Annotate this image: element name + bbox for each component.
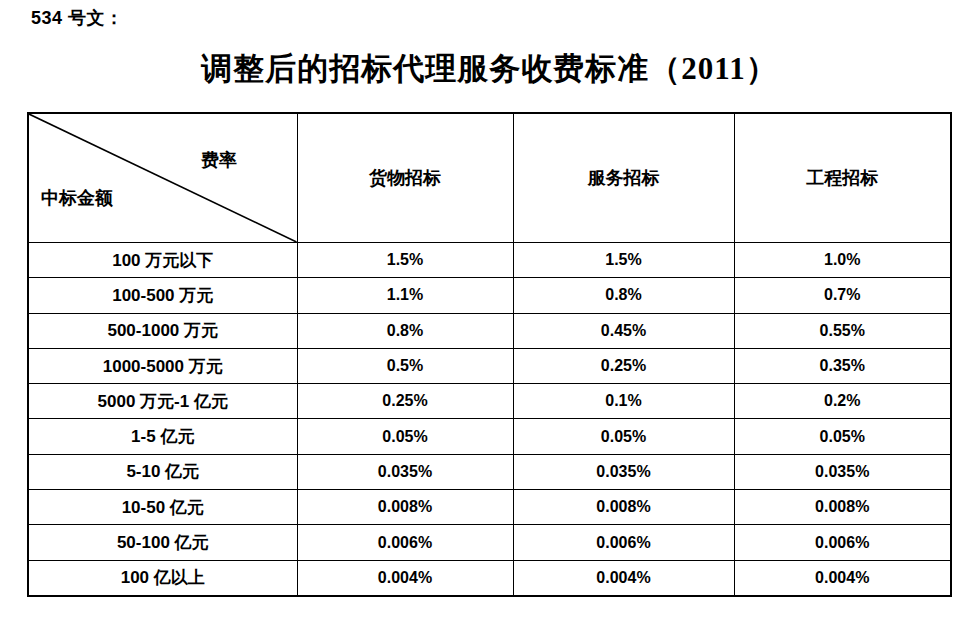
fee-value: 1.5% bbox=[513, 243, 734, 278]
row-label: 1000-5000 万元 bbox=[28, 348, 297, 383]
fee-value: 0.008% bbox=[513, 490, 734, 525]
table-row: 1000-5000 万元0.5%0.25%0.35% bbox=[28, 348, 951, 383]
row-label: 5000 万元-1 亿元 bbox=[28, 384, 297, 419]
fee-value: 0.35% bbox=[734, 348, 951, 383]
fee-value: 0.25% bbox=[297, 384, 513, 419]
fee-value: 0.7% bbox=[734, 278, 951, 313]
fee-value: 0.1% bbox=[513, 384, 734, 419]
fee-value: 0.05% bbox=[297, 419, 513, 454]
fee-value: 0.008% bbox=[297, 490, 513, 525]
fee-value: 0.45% bbox=[513, 313, 734, 348]
fee-value: 0.5% bbox=[297, 348, 513, 383]
table-header: 费率 中标金额 货物招标 服务招标 工程招标 bbox=[28, 113, 951, 243]
fee-rate-table: 费率 中标金额 货物招标 服务招标 工程招标 100 万元以下1.5%1.5%1… bbox=[27, 112, 952, 597]
corner-label-bid-amount: 中标金额 bbox=[41, 186, 113, 210]
document-page: 534 号文： 调整后的招标代理服务收费标准（2011） 费率 中标金额 货物招… bbox=[0, 0, 979, 629]
diagonal-divider-line bbox=[29, 114, 297, 242]
table-row: 100 万元以下1.5%1.5%1.0% bbox=[28, 243, 951, 278]
fee-value: 0.035% bbox=[297, 454, 513, 489]
table-row: 500-1000 万元0.8%0.45%0.55% bbox=[28, 313, 951, 348]
fee-value: 0.006% bbox=[734, 525, 951, 560]
table-row: 50-100 亿元0.006%0.006%0.006% bbox=[28, 525, 951, 560]
fee-value: 0.008% bbox=[734, 490, 951, 525]
column-header-goods: 货物招标 bbox=[297, 113, 513, 243]
row-label: 100-500 万元 bbox=[28, 278, 297, 313]
fee-table-body: 100 万元以下1.5%1.5%1.0%100-500 万元1.1%0.8%0.… bbox=[28, 243, 951, 597]
fee-value: 0.004% bbox=[513, 560, 734, 596]
row-label: 100 亿以上 bbox=[28, 560, 297, 596]
row-label: 100 万元以下 bbox=[28, 243, 297, 278]
row-label: 1-5 亿元 bbox=[28, 419, 297, 454]
doc-reference-number: 534 号文： bbox=[31, 6, 124, 30]
row-label: 5-10 亿元 bbox=[28, 454, 297, 489]
table-row: 5-10 亿元0.035%0.035%0.035% bbox=[28, 454, 951, 489]
fee-value: 0.8% bbox=[297, 313, 513, 348]
fee-value: 1.5% bbox=[297, 243, 513, 278]
fee-value: 1.0% bbox=[734, 243, 951, 278]
fee-value: 0.006% bbox=[297, 525, 513, 560]
fee-value: 1.1% bbox=[297, 278, 513, 313]
table-row: 100 亿以上0.004%0.004%0.004% bbox=[28, 560, 951, 596]
fee-value: 0.25% bbox=[513, 348, 734, 383]
table-row: 100-500 万元1.1%0.8%0.7% bbox=[28, 278, 951, 313]
fee-value: 0.004% bbox=[297, 560, 513, 596]
fee-value: 0.8% bbox=[513, 278, 734, 313]
table-row: 10-50 亿元0.008%0.008%0.008% bbox=[28, 490, 951, 525]
fee-value: 0.035% bbox=[513, 454, 734, 489]
page-title: 调整后的招标代理服务收费标准（2011） bbox=[0, 48, 979, 90]
column-header-services: 服务招标 bbox=[513, 113, 734, 243]
fee-value: 0.55% bbox=[734, 313, 951, 348]
diagonal-corner-cell: 费率 中标金额 bbox=[28, 113, 297, 243]
fee-value: 0.05% bbox=[734, 419, 951, 454]
row-label: 500-1000 万元 bbox=[28, 313, 297, 348]
fee-value: 0.05% bbox=[513, 419, 734, 454]
fee-value: 0.2% bbox=[734, 384, 951, 419]
fee-value: 0.035% bbox=[734, 454, 951, 489]
table-row: 5000 万元-1 亿元0.25%0.1%0.2% bbox=[28, 384, 951, 419]
header-row: 费率 中标金额 货物招标 服务招标 工程招标 bbox=[28, 113, 951, 243]
column-header-engineering: 工程招标 bbox=[734, 113, 951, 243]
corner-label-rate: 费率 bbox=[201, 148, 237, 172]
fee-value: 0.004% bbox=[734, 560, 951, 596]
fee-value: 0.006% bbox=[513, 525, 734, 560]
table-row: 1-5 亿元0.05%0.05%0.05% bbox=[28, 419, 951, 454]
row-label: 10-50 亿元 bbox=[28, 490, 297, 525]
row-label: 50-100 亿元 bbox=[28, 525, 297, 560]
